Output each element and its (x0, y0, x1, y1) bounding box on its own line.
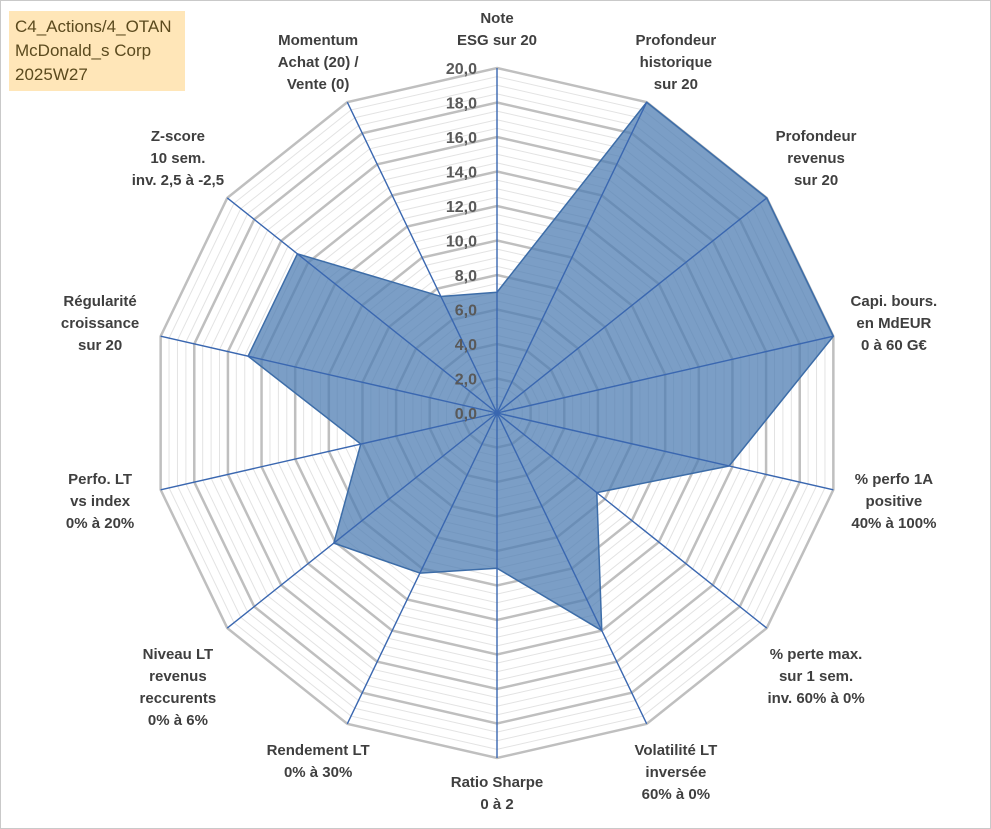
axis-label-line: en MdEUR (856, 315, 931, 332)
info-category: C4_Actions/4_OTAN (15, 17, 172, 36)
axis-spoke (496, 412, 834, 491)
axis-label-line: Vente (0) (287, 76, 350, 93)
axis-label-line: Régularité (63, 293, 136, 310)
axis-label-line: 0 à 2 (480, 796, 513, 813)
tick-label: 20,0 (446, 61, 477, 78)
tick-label: 16,0 (446, 130, 477, 147)
axis-spoke (496, 101, 648, 414)
tick-label: 12,0 (446, 199, 477, 216)
axis-label-line: 0% à 20% (66, 515, 134, 532)
tick-label: 8,0 (455, 268, 477, 285)
axis-label: Ratio Sharpe 0 à 2 (451, 774, 544, 813)
spokes-layer (160, 68, 834, 758)
axis-label: % perfo 1A positive 40% à 100% (851, 471, 936, 532)
tick-label: 6,0 (455, 303, 477, 320)
axis-label: Z-score 10 sem. inv. 2,5 à -2,5 (132, 128, 224, 189)
axis-label-line: revenus (787, 150, 845, 167)
tick-label: 14,0 (446, 165, 477, 182)
axis-label-line: positive (866, 493, 923, 510)
axis-spoke (160, 335, 498, 414)
axis-label-line: Volatilité LT (634, 742, 717, 759)
axis-label: Momentum Achat (20) / Vente (0) (278, 32, 360, 93)
axis-label-line: sur 20 (78, 337, 122, 354)
tick-labels: 0,0 2,0 4,0 6,0 8,0 10,0 12,0 14,0 16,0 18,0 20,0 (446, 61, 477, 423)
axis-label-line: 60% à 0% (642, 786, 710, 803)
axis-label-line: 0% à 6% (148, 712, 208, 729)
axis-spoke (496, 412, 648, 725)
axis-label-line: Z-score (151, 128, 205, 145)
axis-spoke (496, 197, 768, 414)
axis-label-line: historique (640, 54, 713, 71)
tick-label: 4,0 (455, 337, 477, 354)
axis-label-line: Rendement LT (267, 742, 370, 759)
axis-label-line: Ratio Sharpe (451, 774, 544, 791)
axis-label: Note ESG sur 20 (457, 10, 537, 49)
axis-label: Perfo. LT vs index 0% à 20% (66, 471, 134, 532)
axis-label-line: Profondeur (776, 128, 857, 145)
tick-label: 10,0 (446, 234, 477, 251)
axis-label-line: reccurents (140, 690, 217, 707)
axis-label-line: 40% à 100% (851, 515, 936, 532)
axis-label: Profondeur historique sur 20 (635, 32, 716, 93)
axis-spoke (226, 412, 498, 629)
axis-label-line: Achat (20) / (278, 54, 360, 71)
axis-label-line: sur 20 (654, 76, 698, 93)
axis-label: Régularité croissance sur 20 (61, 293, 139, 354)
tick-label: 0,0 (455, 406, 477, 423)
axis-label-line: sur 1 sem. (779, 668, 853, 685)
axis-label: Capi. bours. en MdEUR 0 à 60 G€ (851, 293, 938, 354)
axis-label-line: croissance (61, 315, 139, 332)
axis-label-line: Perfo. LT (68, 471, 132, 488)
info-box: C4_Actions/4_OTAN McDonald_s Corp 2025W2… (9, 11, 185, 91)
axis-label-line: vs index (70, 493, 131, 510)
axis-label-line: inv. 60% à 0% (767, 690, 864, 707)
axis-label-line: inv. 2,5 à -2,5 (132, 172, 224, 189)
axis-label-line: % perte max. (770, 646, 863, 663)
info-company: McDonald_s Corp (15, 41, 152, 60)
axis-label-line: sur 20 (794, 172, 838, 189)
axis-label-line: Niveau LT (143, 646, 214, 663)
axis-label: Volatilité LT inversée 60% à 0% (634, 742, 717, 803)
axis-label: Profondeur revenus sur 20 (776, 128, 857, 189)
tick-label: 18,0 (446, 96, 477, 113)
axis-spoke (346, 101, 498, 414)
axis-label-line: % perfo 1A (855, 471, 934, 488)
axis-label-line: revenus (149, 668, 207, 685)
axis-label-line: 0 à 60 G€ (861, 337, 928, 354)
axis-label-line: Momentum (278, 32, 358, 49)
axis-spoke (346, 412, 498, 725)
axis-label: Niveau LT revenus reccurents 0% à 6% (140, 646, 217, 729)
axis-spoke (226, 197, 498, 414)
axis-spoke (496, 335, 834, 414)
tick-label: 2,0 (455, 372, 477, 389)
info-week: 2025W27 (15, 65, 88, 84)
axis-label: % perte max. sur 1 sem. inv. 60% à 0% (767, 646, 864, 707)
axis-label: Rendement LT 0% à 30% (267, 742, 370, 781)
axis-label-line: Note (480, 10, 513, 27)
axis-label-line: 0% à 30% (284, 764, 352, 781)
axis-label-line: Profondeur (635, 32, 716, 49)
axis-label-line: Capi. bours. (851, 293, 938, 310)
axis-spoke (160, 412, 498, 491)
axis-labels: Note ESG sur 20 Profondeur historique sur 20… (61, 10, 937, 813)
axis-label-line: ESG sur 20 (457, 32, 537, 49)
axis-label-line: inversée (645, 764, 706, 781)
axis-spoke (496, 412, 768, 629)
axis-label-line: 10 sem. (150, 150, 205, 167)
